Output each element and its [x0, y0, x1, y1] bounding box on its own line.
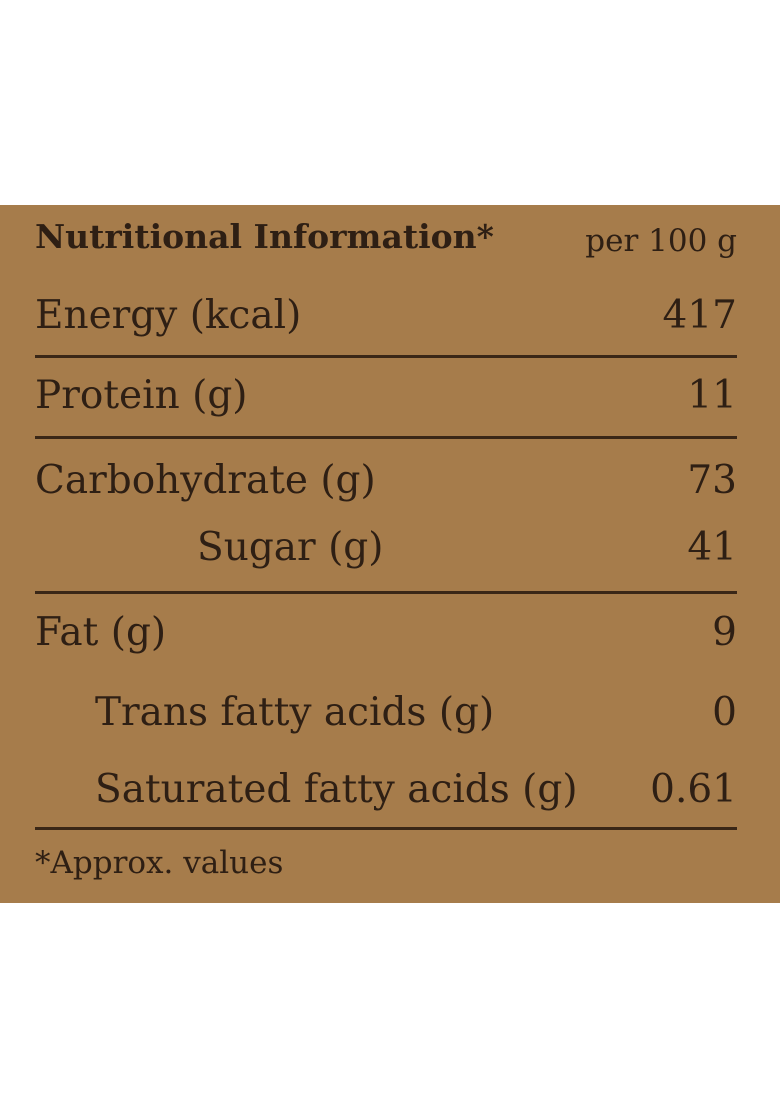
- energy-label: Energy (kcal): [35, 293, 302, 338]
- carbohydrate-label: Carbohydrate (g): [35, 458, 376, 503]
- saturated-fat-value: 0.61: [650, 767, 737, 812]
- carbohydrate-value: 73: [687, 458, 737, 503]
- footnote: *Approx. values: [35, 845, 284, 881]
- trans-fat-value: 0: [712, 690, 737, 735]
- nutrition-panel: Nutritional Information* per 100 g Energ…: [0, 205, 780, 903]
- divider: [35, 591, 737, 594]
- divider: [35, 355, 737, 358]
- fat-label: Fat (g): [35, 610, 167, 655]
- protein-value: 11: [687, 373, 737, 418]
- protein-label: Protein (g): [35, 373, 248, 418]
- per-100g-label: per 100 g: [585, 223, 737, 259]
- fat-value: 9: [712, 610, 737, 655]
- sugar-label: Sugar (g): [197, 525, 384, 570]
- trans-fat-label: Trans fatty acids (g): [95, 690, 495, 735]
- nutrition-title: Nutritional Information*: [35, 217, 494, 256]
- energy-value: 417: [662, 293, 737, 338]
- nutrition-header: Nutritional Information* per 100 g: [35, 217, 737, 267]
- saturated-fat-label: Saturated fatty acids (g): [95, 767, 578, 812]
- sugar-value: 41: [687, 525, 737, 570]
- divider: [35, 827, 737, 830]
- divider: [35, 436, 737, 439]
